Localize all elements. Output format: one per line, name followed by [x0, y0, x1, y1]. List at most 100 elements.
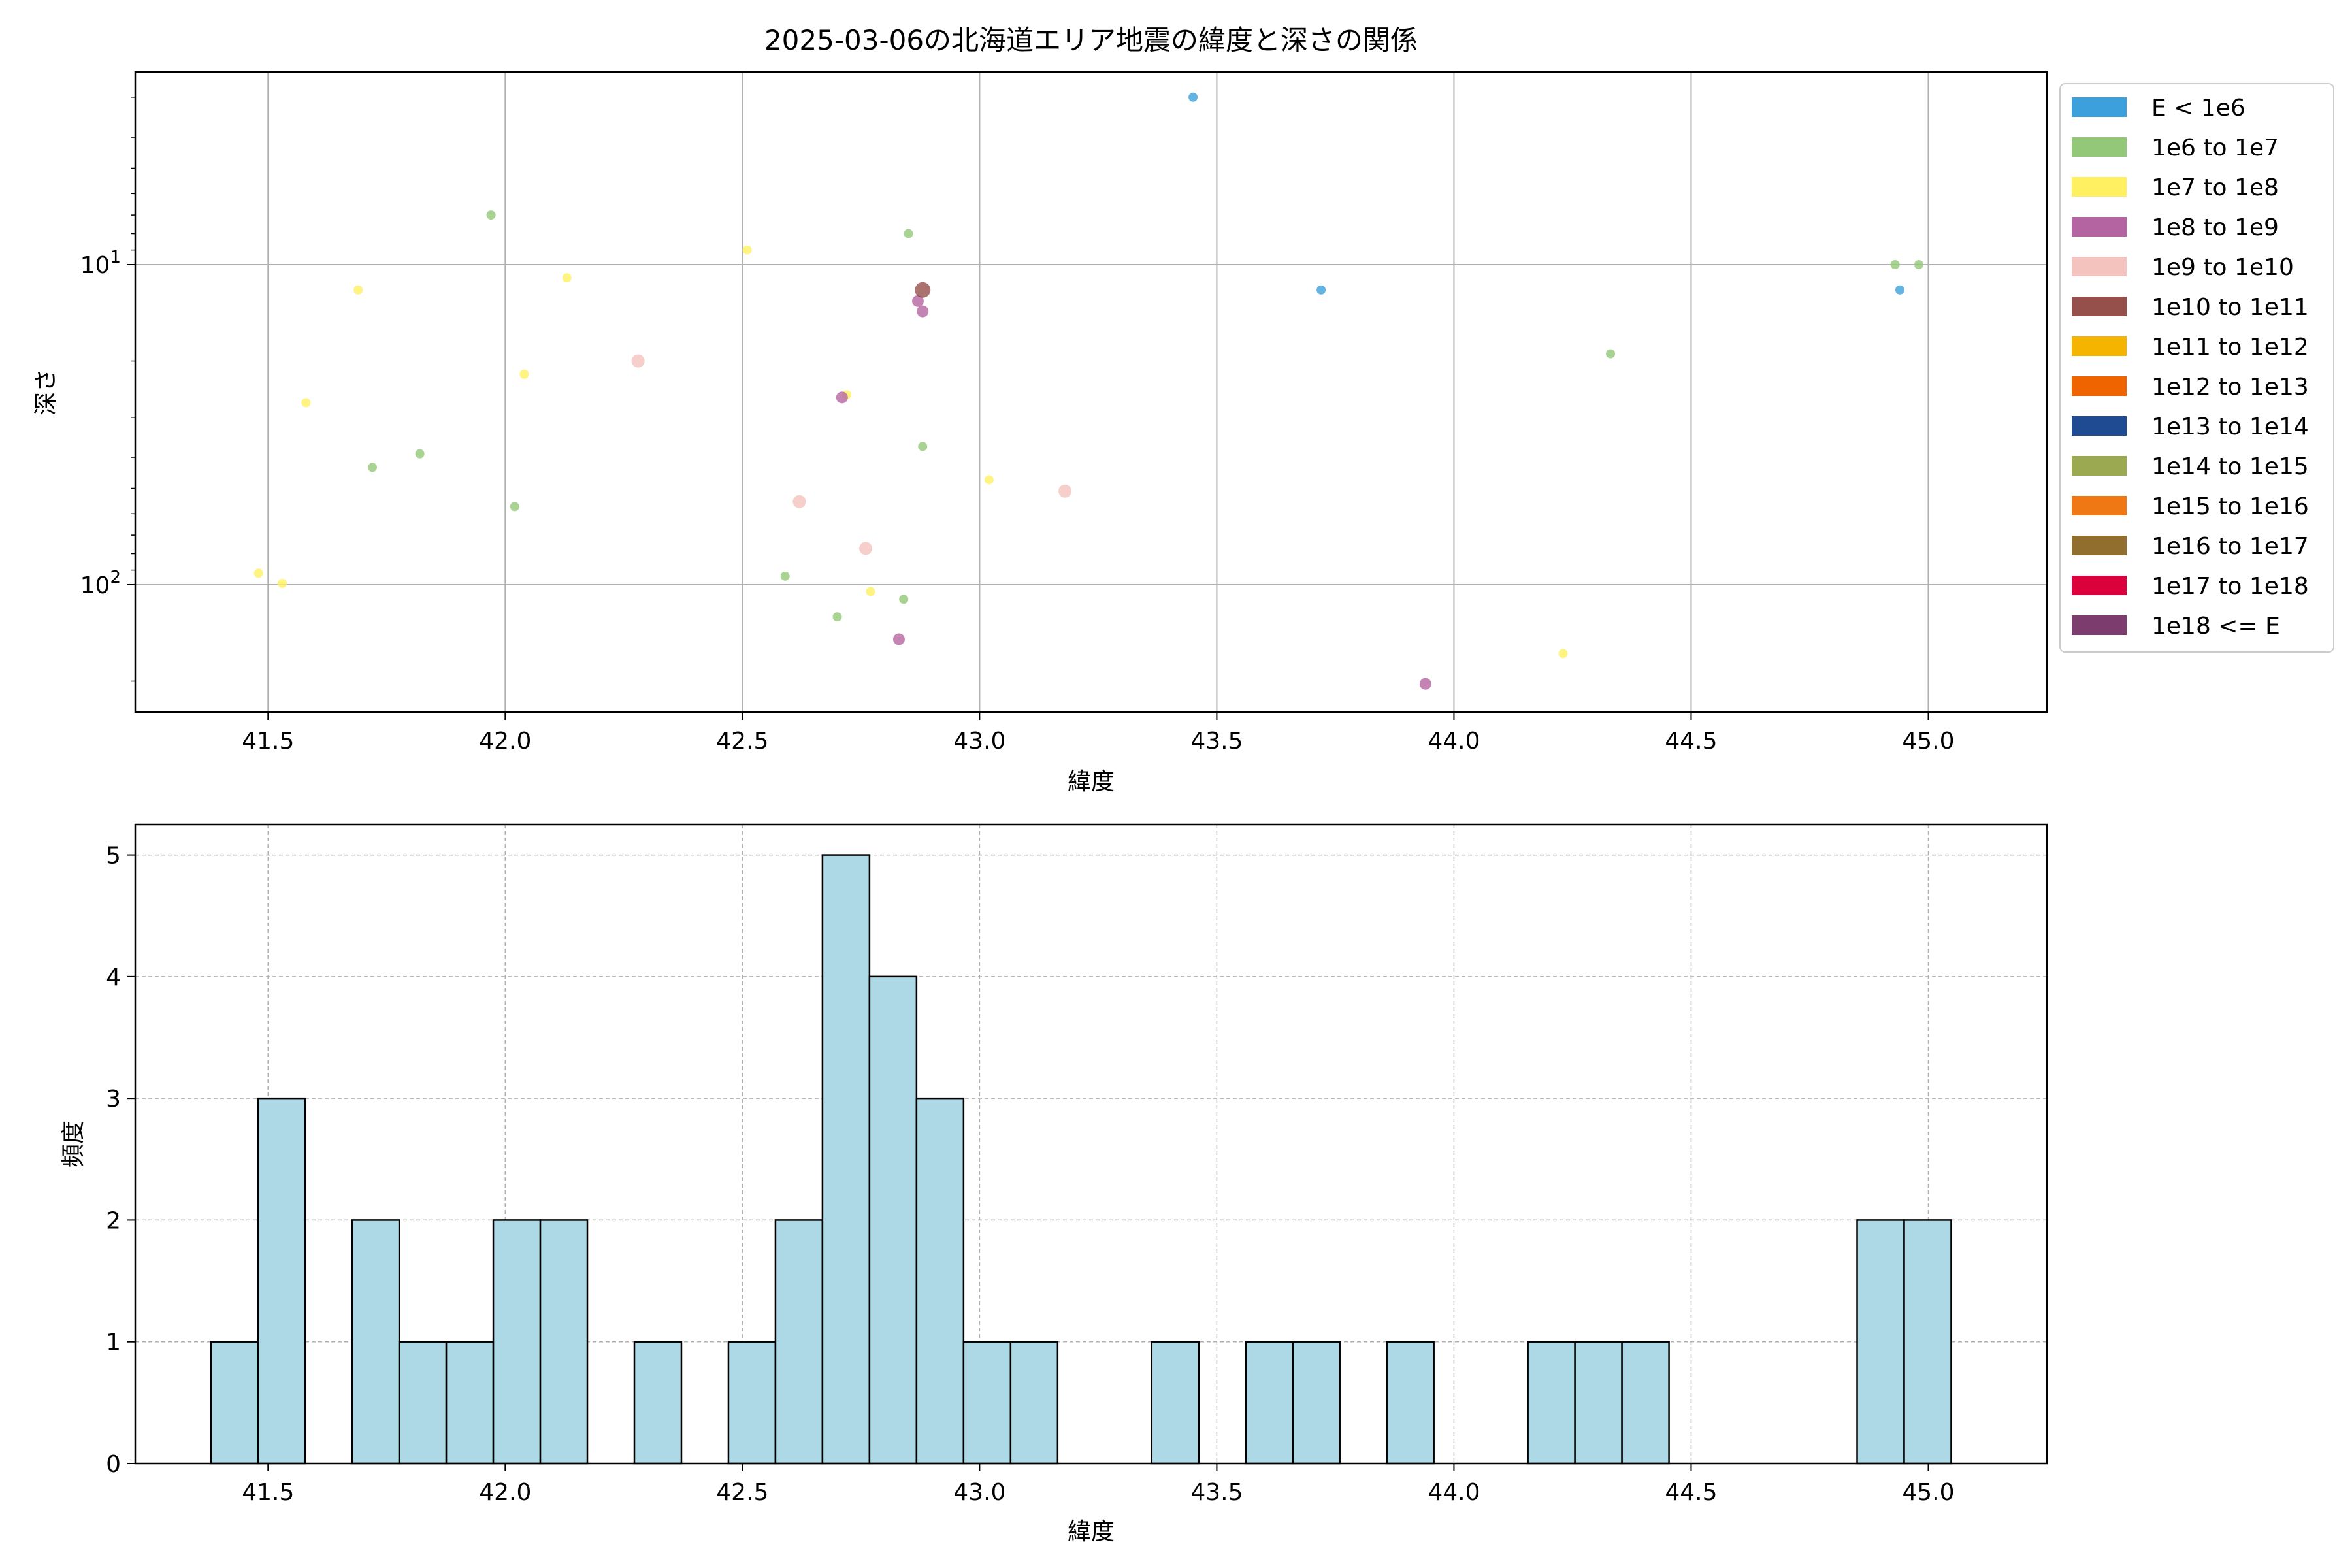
scatter-point: [859, 542, 873, 555]
histogram-bar: [868, 975, 918, 1465]
scatter-y-tick-label: 102: [80, 568, 121, 599]
histogram-bar: [774, 1219, 824, 1465]
histogram-bar: [727, 1341, 777, 1465]
histogram-x-tick-label: 43.0: [953, 1479, 1005, 1506]
legend-label: E < 1e6: [2151, 95, 2246, 122]
histogram-bar: [398, 1341, 448, 1465]
scatter-point: [915, 282, 931, 298]
scatter-frame: [134, 71, 2048, 713]
scatter-y-tick-exponent: 1: [110, 248, 121, 267]
legend-label: 1e15 to 1e16: [2151, 493, 2309, 520]
histogram-bar: [1292, 1341, 1341, 1465]
scatter-point: [278, 578, 287, 588]
scatter-point: [1558, 649, 1568, 659]
scatter-grid: [135, 72, 2047, 712]
legend-label: 1e7 to 1e8: [2151, 174, 2279, 201]
legend-swatch: [2072, 297, 2127, 316]
scatter-title: 2025-03-06の北海道エリア地震の緯度と深さの関係: [764, 24, 1418, 56]
legend-swatch: [2072, 536, 2127, 555]
scatter-x-tick-label: 45.0: [1902, 728, 1954, 755]
scatter-point: [899, 595, 909, 604]
legend-label: 1e17 to 1e18: [2151, 573, 2309, 600]
legend: E < 1e6 1e6 to 1e7 1e7 to 1e8 1e8 to 1e9 1e9…: [2059, 83, 2334, 653]
scatter-point: [792, 495, 806, 508]
histogram-bar: [257, 1097, 306, 1465]
histogram-bar: [821, 854, 871, 1465]
scatter-y-tick-base: 10: [80, 572, 110, 599]
scatter-x-tick-label: 44.0: [1428, 728, 1480, 755]
scatter-point: [918, 442, 928, 451]
legend-label: 1e9 to 1e10: [2151, 254, 2294, 281]
histogram-bar: [1009, 1341, 1059, 1465]
scatter-point: [415, 449, 425, 459]
legend-swatch: [2072, 217, 2127, 237]
histogram-panel: 41.5 42.0 42.5 43.0 43.5 44.0 44.5 45.0 012345 …: [60, 823, 2048, 1545]
histogram-bar: [1527, 1341, 1576, 1465]
scatter-x-tick-label: 43.5: [1190, 728, 1243, 755]
histogram-bar: [915, 1097, 965, 1465]
scatter-points: [253, 92, 1923, 690]
scatter-point: [1419, 678, 1431, 690]
legend-swatch: [2072, 615, 2127, 635]
scatter-x-tick-label: 41.5: [242, 728, 294, 755]
histogram-x-tick-label: 45.0: [1902, 1479, 1954, 1506]
legend-swatch: [2072, 496, 2127, 515]
histogram-y-axis-label: 頻度: [60, 1120, 87, 1168]
legend-label: 1e10 to 1e11: [2151, 294, 2309, 321]
scatter-point: [780, 571, 790, 581]
legend-swatch: [2072, 257, 2127, 276]
legend-label: 1e14 to 1e15: [2151, 453, 2309, 480]
legend-swatch: [2072, 456, 2127, 476]
histogram-bar: [1245, 1341, 1294, 1465]
legend-swatch: [2072, 576, 2127, 595]
legend-swatch: [2072, 376, 2127, 396]
scatter-point: [486, 210, 496, 220]
histogram-bar: [351, 1219, 400, 1465]
scatter-point: [911, 295, 924, 307]
scatter-point: [904, 229, 913, 238]
scatter-point: [510, 502, 519, 512]
scatter-panel: 41.5 42.0 42.5 43.0 43.5 44.0 44.5 45.0 101102 …: [33, 24, 2334, 795]
scatter-point: [353, 285, 363, 295]
histogram-bar: [539, 1219, 589, 1465]
scatter-x-ticks: 41.5 42.0 42.5 43.0 43.5 44.0 44.5 45.0: [242, 712, 1955, 755]
legend-label: 1e18 <= E: [2151, 613, 2280, 640]
scatter-plot-area: [135, 72, 2047, 712]
scatter-point: [984, 475, 994, 485]
histogram-y-tick-label: 1: [106, 1330, 121, 1356]
histogram-x-tick-label: 43.5: [1190, 1479, 1243, 1506]
histogram-bar: [1386, 1341, 1435, 1465]
scatter-y-tick-base: 10: [80, 252, 110, 279]
histogram-y-tick-label: 4: [106, 964, 121, 991]
legend-swatch: [2072, 177, 2127, 197]
scatter-point: [1890, 260, 1900, 270]
legend-swatch: [2072, 336, 2127, 356]
scatter-point: [1316, 285, 1326, 295]
scatter-point: [836, 391, 848, 404]
histogram-x-tick-label: 42.5: [716, 1479, 768, 1506]
histogram-x-tick-label: 44.5: [1665, 1479, 1717, 1506]
histogram-bar: [445, 1341, 495, 1465]
histogram-x-tick-label: 41.5: [242, 1479, 294, 1506]
histogram-bar: [1856, 1219, 1905, 1465]
scatter-y-tick-exponent: 2: [110, 568, 121, 587]
histogram-x-tick-label: 44.0: [1428, 1479, 1480, 1506]
histogram-y-ticks: 0 1 2 3 4 5: [106, 843, 135, 1478]
scatter-point: [917, 305, 929, 318]
histogram-y-tick-label: 5: [106, 843, 121, 870]
legend-swatch: [2072, 416, 2127, 436]
legend-label: 1e12 to 1e13: [2151, 374, 2309, 400]
scatter-point: [866, 587, 875, 596]
histogram-bar: [633, 1341, 683, 1465]
legend-swatch: [2072, 137, 2127, 157]
scatter-point: [1606, 349, 1616, 359]
histogram-bar: [962, 1341, 1012, 1465]
scatter-point: [253, 568, 263, 578]
scatter-point: [832, 612, 842, 622]
histogram-x-ticks: 41.5 42.0 42.5 43.0 43.5 44.0 44.5 45.0: [242, 1463, 1955, 1506]
histogram-bar: [1151, 1341, 1200, 1465]
scatter-y-axis-label: 深さ: [33, 368, 59, 416]
legend-label: 1e13 to 1e14: [2151, 414, 2309, 440]
